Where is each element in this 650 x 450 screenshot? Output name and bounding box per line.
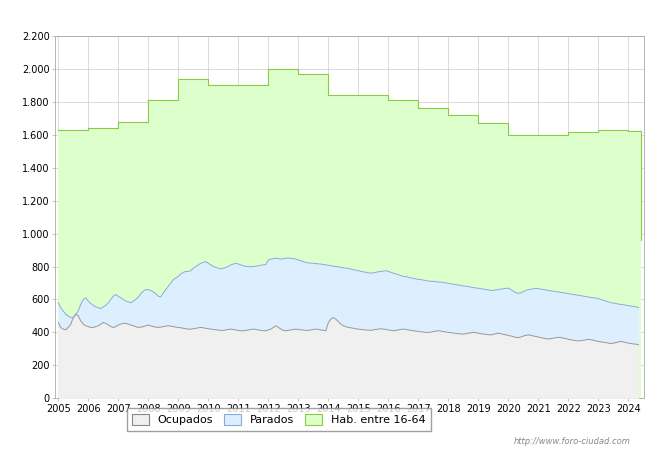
Text: http://www.foro-ciudad.com: http://www.foro-ciudad.com	[514, 436, 630, 446]
Legend: Ocupados, Parados, Hab. entre 16-64: Ocupados, Parados, Hab. entre 16-64	[127, 408, 431, 431]
Text: Lillo - Evolucion de la poblacion en edad de Trabajar Mayo de 2024: Lillo - Evolucion de la poblacion en eda…	[101, 10, 549, 23]
